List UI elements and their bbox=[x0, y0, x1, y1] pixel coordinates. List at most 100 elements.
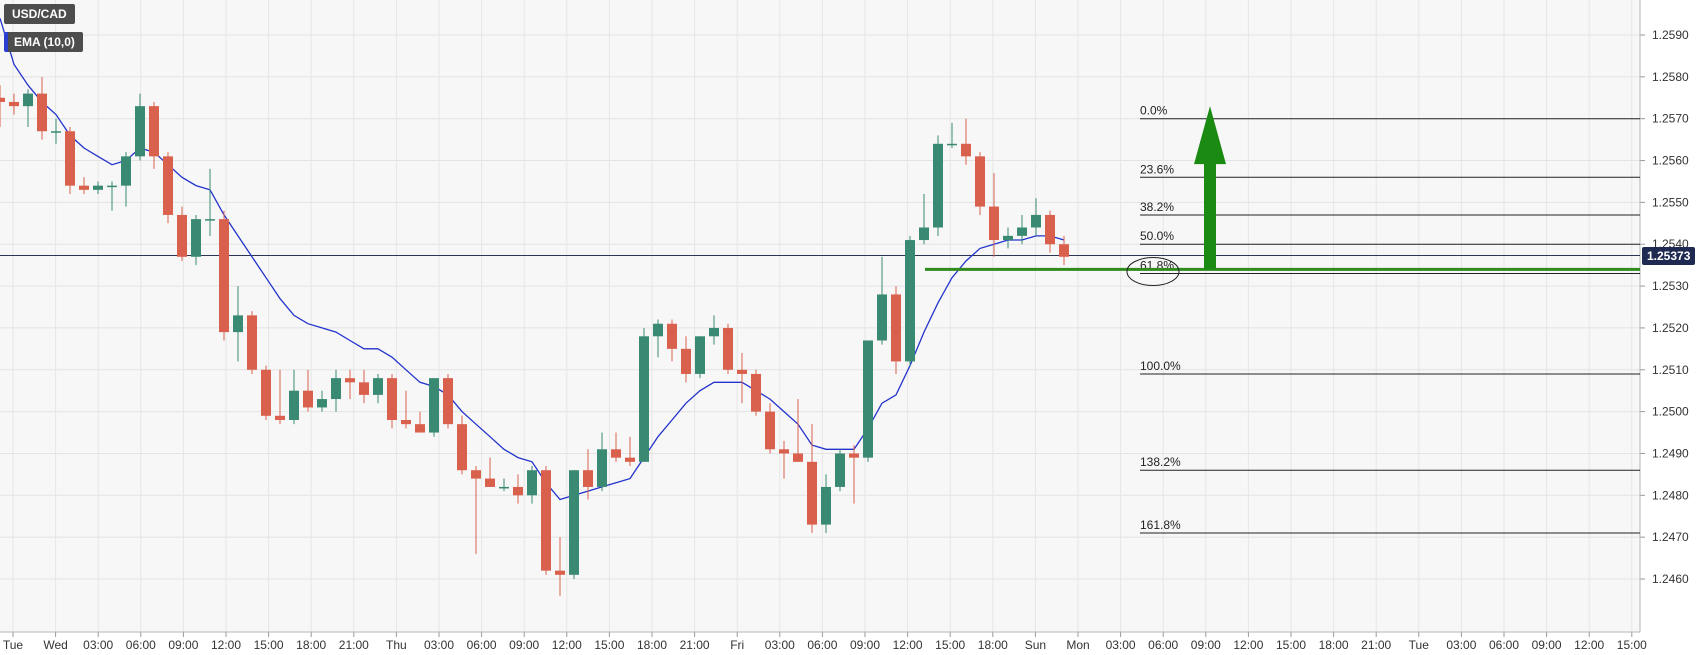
y-tick-label: 1.2560 bbox=[1652, 154, 1689, 168]
x-tick-label: Fri bbox=[730, 638, 744, 652]
ema-legend[interactable]: EMA (10,0) bbox=[4, 32, 83, 52]
fib-highlight-ellipse bbox=[1126, 257, 1180, 287]
ema-line bbox=[0, 18, 1065, 501]
candle-bearish bbox=[807, 461, 817, 525]
candle-bearish bbox=[359, 382, 369, 395]
x-tick-label: 18:00 bbox=[1319, 638, 1349, 652]
candle-bearish bbox=[485, 478, 495, 487]
up-arrow-shaft bbox=[1204, 161, 1216, 270]
y-tick-label: 1.2490 bbox=[1652, 446, 1689, 460]
candle-bearish bbox=[219, 219, 229, 333]
x-tick-label: 15:00 bbox=[935, 638, 965, 652]
time-axis-background bbox=[0, 632, 1640, 655]
candle-bearish bbox=[989, 206, 999, 241]
candle-bearish bbox=[37, 93, 47, 132]
candle-bullish bbox=[695, 336, 705, 374]
candle-bearish bbox=[415, 424, 425, 433]
candle-bearish bbox=[751, 373, 761, 412]
x-tick-label: 06:00 bbox=[807, 638, 837, 652]
x-tick-label: Tue bbox=[1409, 638, 1430, 652]
candle-bearish bbox=[961, 143, 971, 157]
x-tick-label: 03:00 bbox=[83, 638, 113, 652]
y-tick-label: 1.2580 bbox=[1652, 70, 1689, 84]
symbol-legend[interactable]: USD/CAD bbox=[4, 4, 75, 24]
candle-bearish bbox=[303, 390, 313, 408]
x-tick-label: 12:00 bbox=[211, 638, 241, 652]
current-price-tag: 1.25373 bbox=[1642, 246, 1696, 265]
x-tick-label: 18:00 bbox=[296, 638, 326, 652]
y-tick-label: 1.2570 bbox=[1652, 112, 1689, 126]
candle-bearish bbox=[401, 419, 411, 425]
x-tick-label: 06:00 bbox=[126, 638, 156, 652]
x-tick-label: 21:00 bbox=[680, 638, 710, 652]
x-tick-label: Tue bbox=[3, 638, 24, 652]
y-tick-label: 1.2520 bbox=[1652, 321, 1689, 335]
x-tick-label: 15:00 bbox=[1617, 638, 1647, 652]
candle-bearish bbox=[275, 415, 285, 420]
candle-bearish bbox=[779, 449, 789, 454]
x-tick-label: 06:00 bbox=[1148, 638, 1178, 652]
candle-bullish bbox=[289, 390, 299, 420]
x-tick-label: 09:00 bbox=[1532, 638, 1562, 652]
candle-bullish bbox=[23, 93, 33, 107]
x-tick-label: 21:00 bbox=[339, 638, 369, 652]
candle-bullish bbox=[1017, 227, 1027, 236]
y-tick-label: 1.2500 bbox=[1652, 405, 1689, 419]
x-tick-label: 06:00 bbox=[467, 638, 497, 652]
candle-bearish bbox=[79, 185, 89, 190]
candle-bullish bbox=[877, 294, 887, 341]
x-tick-label: 21:00 bbox=[1361, 638, 1391, 652]
y-tick-label: 1.2470 bbox=[1652, 530, 1689, 544]
candle-bearish bbox=[793, 453, 803, 462]
x-tick-label: 12:00 bbox=[1233, 638, 1263, 652]
candle-bullish bbox=[863, 340, 873, 458]
candle-bullish bbox=[331, 378, 341, 400]
y-tick-label: 1.2480 bbox=[1652, 488, 1689, 502]
x-tick-label: 03:00 bbox=[765, 638, 795, 652]
fib-level-label: 138.2% bbox=[1140, 455, 1181, 469]
plot-background bbox=[0, 0, 1640, 632]
candle-bullish bbox=[107, 185, 117, 188]
y-tick-label: 1.2550 bbox=[1652, 195, 1689, 209]
x-tick-label: 09:00 bbox=[509, 638, 539, 652]
x-tick-label: 12:00 bbox=[1574, 638, 1604, 652]
candle-bullish bbox=[905, 240, 915, 362]
candle-bearish bbox=[555, 570, 565, 575]
candle-bearish bbox=[443, 378, 453, 425]
fib-level-label: 0.0% bbox=[1140, 104, 1168, 118]
candle-bullish bbox=[709, 327, 719, 337]
candle-bearish bbox=[583, 470, 593, 487]
x-tick-label: 18:00 bbox=[637, 638, 667, 652]
candle-bearish bbox=[891, 294, 901, 362]
fib-level-label: 161.8% bbox=[1140, 518, 1181, 532]
candle-bullish bbox=[933, 143, 943, 228]
candle-bearish bbox=[0, 97, 5, 102]
candle-bearish bbox=[975, 156, 985, 207]
candle-bearish bbox=[177, 214, 187, 257]
x-tick-label: 09:00 bbox=[1191, 638, 1221, 652]
x-tick-label: 03:00 bbox=[424, 638, 454, 652]
candle-bullish bbox=[835, 453, 845, 487]
candle-bullish bbox=[191, 219, 201, 257]
x-tick-label: 12:00 bbox=[552, 638, 582, 652]
candle-bullish bbox=[429, 378, 439, 433]
candle-bullish bbox=[205, 219, 215, 221]
candle-bullish bbox=[947, 143, 957, 146]
x-tick-label: 06:00 bbox=[1489, 638, 1519, 652]
x-tick-label: 03:00 bbox=[1106, 638, 1136, 652]
candle-bullish bbox=[51, 131, 61, 133]
candle-bearish bbox=[681, 348, 691, 374]
candle-bearish bbox=[737, 369, 747, 374]
candle-bullish bbox=[821, 486, 831, 525]
candle-bearish bbox=[1059, 244, 1069, 257]
price-axis-background bbox=[1640, 0, 1707, 655]
candle-bearish bbox=[625, 457, 635, 462]
candle-bearish bbox=[65, 131, 75, 186]
x-tick-label: Wed bbox=[43, 638, 67, 652]
candle-bearish bbox=[849, 453, 859, 458]
x-tick-label: Sun bbox=[1025, 638, 1046, 652]
x-tick-label: 03:00 bbox=[1446, 638, 1476, 652]
candle-bullish bbox=[653, 323, 663, 337]
candle-bearish bbox=[723, 327, 733, 370]
